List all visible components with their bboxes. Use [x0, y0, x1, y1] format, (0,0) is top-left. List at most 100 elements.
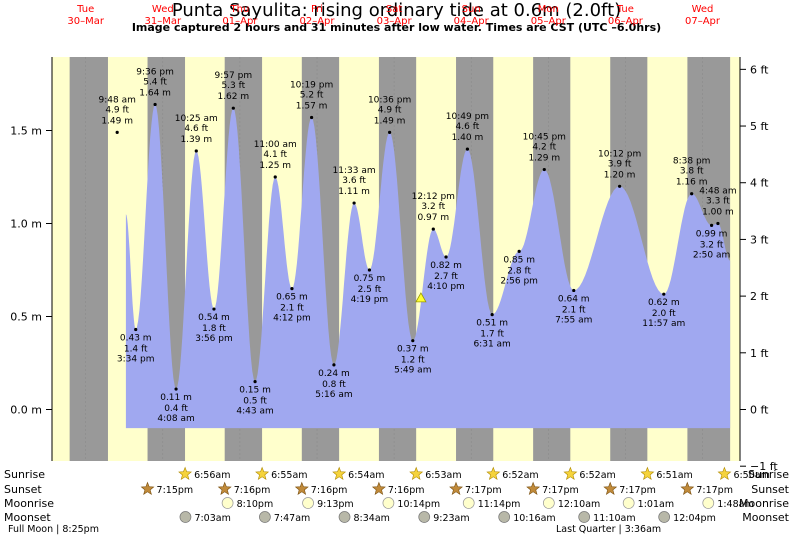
tide-dot: [490, 313, 494, 317]
current-tide-marker: [415, 292, 427, 303]
tide-time: 10:49 pm: [446, 112, 489, 122]
tide-metres: 0.75 m: [354, 274, 386, 284]
tide-metres: 1.20 m: [604, 170, 636, 180]
right-tick-label: 4 ft: [750, 177, 769, 190]
sunset-time: 7:16pm: [388, 485, 425, 496]
sun-icon: [717, 466, 732, 480]
moonset-event-1: 7:47am: [259, 511, 310, 524]
sunrise-event-1: 6:55am: [255, 466, 308, 481]
tide-metres: 1.49 m: [101, 116, 133, 126]
day-name-4: Sat: [386, 4, 402, 15]
tide-dot: [253, 380, 257, 384]
tide-dot: [231, 106, 235, 110]
sunset-event-6: 7:17pm: [603, 481, 656, 496]
tide-metres: 0.82 m: [430, 261, 462, 271]
tide-time: 4:12 pm: [273, 314, 311, 324]
plot-area: 9:48 am4.9 ft1.49 m0.43 m1.4 ft3:34 pm9:…: [52, 57, 740, 461]
tide-time: 12:12 pm: [412, 192, 455, 202]
moon-icon: [578, 511, 591, 523]
tide-time: 4:19 pm: [351, 295, 389, 305]
moonrise-event-2: 10:14pm: [382, 497, 440, 510]
day-name-2: Thu: [230, 4, 250, 15]
tide-time: 2:56 pm: [500, 276, 538, 286]
tide-time: 9:57 pm: [215, 71, 253, 81]
tide-feet: 2.8 ft: [507, 266, 531, 276]
moonset-row-label-right: Moonset: [742, 511, 789, 524]
moonrise-time: 12:10am: [558, 499, 600, 510]
tide-point-26: 4:48 am3.3 ft1.00 m: [699, 187, 737, 226]
tide-point-21: 10:45 pm4.2 ft1.29 m: [523, 133, 566, 172]
tide-dot: [310, 115, 314, 120]
moon-icon: [622, 497, 635, 509]
sunset-icon: [371, 481, 386, 495]
moonrise-event-3: 11:14pm: [462, 497, 521, 510]
sunset-event-7: 7:17pm: [680, 481, 733, 496]
tide-area: [125, 104, 731, 429]
sun-icon: [486, 466, 501, 480]
sunset-icon: [526, 481, 541, 495]
tide-metres: 0.11 m: [160, 393, 192, 403]
moonset-time: 12:04pm: [673, 513, 716, 524]
moonset-event-6: 12:04pm: [658, 511, 716, 524]
tide-time: 9:48 am: [99, 95, 136, 105]
moon-icon: [259, 511, 271, 523]
sunset-icon: [603, 481, 618, 495]
tide-point-10: 10:19 pm5.2 ft1.57 m: [290, 80, 333, 120]
sunset-icon: [680, 481, 695, 495]
tide-dot: [709, 223, 714, 227]
sunset-event-5: 7:17pm: [526, 481, 579, 496]
moonrise-time: 11:14pm: [478, 499, 521, 510]
tide-metres: 0.99 m: [696, 229, 728, 239]
tide-point-16: 12:12 pm3.2 ft0.97 m: [412, 192, 455, 231]
tide-time: 4:10 pm: [427, 282, 465, 292]
day-name-1: Wed: [152, 4, 174, 15]
right-tick-label: 0 ft: [750, 404, 769, 417]
tide-feet: 1.7 ft: [480, 330, 504, 340]
sunset-row-label-right: Sunset: [751, 483, 789, 496]
sun-icon: [178, 466, 192, 480]
sunset-icon: [217, 481, 232, 495]
tide-feet: 2.1 ft: [562, 305, 586, 315]
tide-feet: 5.3 ft: [221, 81, 245, 91]
sunset-time: 7:16pm: [234, 485, 271, 496]
tide-dot: [431, 227, 435, 231]
tide-metres: 0.65 m: [276, 293, 308, 303]
sunset-time: 7:15pm: [157, 485, 194, 496]
tide-dot: [134, 327, 138, 332]
day-labels: Tue30–MarWed31–MarThu01–AprFri02–AprSat0…: [67, 4, 720, 27]
tide-point-6: 9:57 pm5.3 ft1.62 m: [215, 71, 253, 110]
tide-metres: 0.51 m: [476, 319, 508, 329]
sunset-event-1: 7:16pm: [217, 481, 271, 496]
sunset-time: 7:17pm: [696, 485, 733, 496]
day-date-8: 07–Apr: [685, 16, 721, 27]
moon-icon: [498, 511, 511, 523]
right-axis: −1 ft 0 ft 1 ft 2 ft 3 ft 4 ft 5 ft 6 ft: [739, 57, 778, 473]
sunset-event-2: 7:16pm: [294, 481, 347, 496]
tide-point-2: 9:36 pm5.4 ft1.64 m: [136, 67, 174, 107]
tide-metres: 1.49 m: [374, 116, 406, 126]
tide-dot: [542, 167, 546, 172]
moon-icon: [542, 497, 555, 509]
tide-dot: [352, 201, 356, 205]
tide-dot: [388, 130, 392, 134]
tide-feet: 5.4 ft: [143, 77, 167, 87]
tide-point-3: 0.11 m0.4 ft4:08 am: [157, 387, 195, 424]
moonrise-time: 1:48am: [717, 499, 753, 510]
tide-feet: 2.1 ft: [280, 304, 304, 314]
moonset-time: 10:16am: [513, 513, 555, 524]
tide-time: 11:33 am: [333, 166, 376, 176]
tide-time: 4:08 am: [157, 414, 194, 424]
tide-time: 10:36 pm: [368, 95, 411, 105]
moon-phase-last-quarter: Last Quarter | 3:36am: [556, 524, 661, 535]
tide-dot: [690, 192, 694, 196]
moon-icon: [462, 497, 475, 509]
tide-feet: 4.2 ft: [532, 143, 556, 153]
tide-time: 10:12 pm: [598, 149, 641, 159]
moonset-event-0: 7:03am: [179, 511, 231, 524]
sunset-icon: [140, 481, 155, 495]
sunrise-event-4: 6:52am: [486, 466, 539, 481]
tide-metres: 1.00 m: [702, 208, 734, 218]
moon-icon: [418, 511, 431, 523]
moonset-time: 11:10am: [593, 513, 635, 524]
moon-icon: [221, 497, 234, 509]
